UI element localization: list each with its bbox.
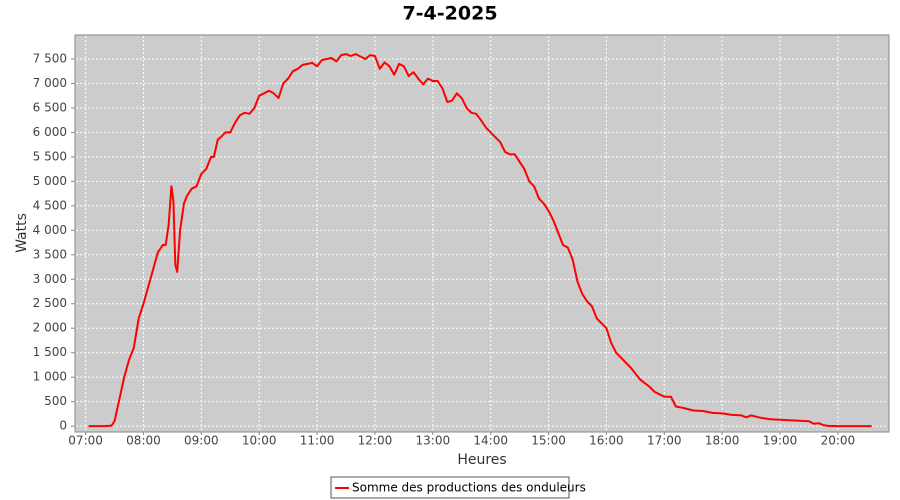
y-tick-label: 500 [44, 394, 67, 408]
y-tick-label: 6 500 [33, 100, 67, 114]
y-tick-label: 3 500 [33, 247, 67, 261]
x-tick-label: 16:00 [589, 434, 624, 448]
x-tick-label: 13:00 [416, 434, 451, 448]
legend [330, 476, 570, 499]
y-tick-label: 3 000 [33, 272, 67, 286]
y-tick-label: 7 000 [33, 76, 67, 90]
x-tick-label: 08:00 [126, 434, 161, 448]
y-tick-label: 1 500 [33, 345, 67, 359]
y-tick-label: 5 000 [33, 174, 67, 188]
y-tick-label: 2 500 [33, 296, 67, 310]
x-tick-label: 12:00 [358, 434, 393, 448]
x-tick-label: 10:00 [242, 434, 277, 448]
x-tick-label: 11:00 [300, 434, 335, 448]
x-axis-label: Heures [457, 452, 506, 468]
legend-label: Somme des productions des onduleurs [352, 481, 586, 495]
x-tick-label: 17:00 [647, 434, 682, 448]
y-axis-label: Watts [14, 213, 30, 253]
y-tick-label: 0 [59, 419, 67, 433]
y-tick-label: 5 500 [33, 149, 67, 163]
x-tick-label: 14:00 [473, 434, 508, 448]
y-tick-label: 1 000 [33, 370, 67, 384]
x-tick-label: 07:00 [68, 434, 103, 448]
x-tick-label: 19:00 [763, 434, 798, 448]
y-tick-label: 4 000 [33, 223, 67, 237]
y-tick-label: 6 000 [33, 125, 67, 139]
x-tick-label: 20:00 [821, 434, 856, 448]
chart-title: 7-4-2025 [402, 3, 497, 25]
x-tick-label: 18:00 [705, 434, 740, 448]
series-line [88, 53, 872, 428]
y-tick-label: 4 500 [33, 198, 67, 212]
y-tick-label: 2 000 [33, 321, 67, 335]
x-tick-label: 15:00 [531, 434, 566, 448]
plot-area [74, 34, 890, 433]
y-tick-label: 7 500 [33, 51, 67, 65]
x-tick-label: 09:00 [184, 434, 219, 448]
